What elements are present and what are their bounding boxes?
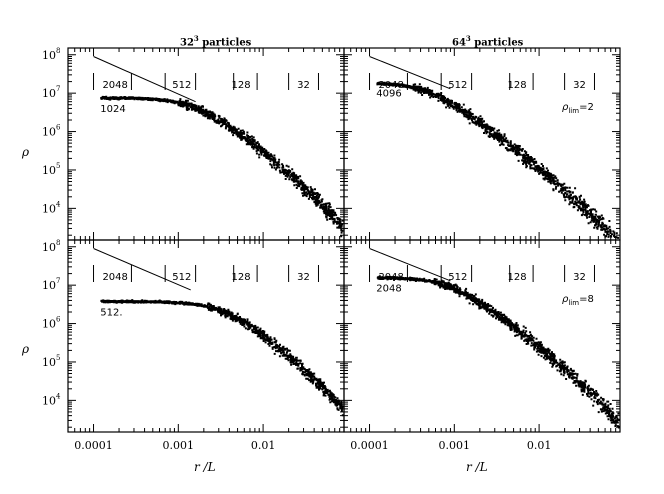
panel-frame xyxy=(67,47,345,241)
power-law-line xyxy=(93,56,196,103)
power-law-line xyxy=(93,248,191,291)
core-label: 2048 xyxy=(376,283,401,294)
y-tick-label: 107 xyxy=(42,277,60,292)
y-tick-label: 108 xyxy=(42,239,60,254)
rho-lim-annotation: ρlim=8 xyxy=(562,294,594,307)
core-label: 512. xyxy=(100,307,122,318)
mass-scale-label: 32 xyxy=(573,80,586,91)
panel-top-left: 2048 512 128 32 1024 108 107 106 105 104 xyxy=(42,47,345,241)
panel-top-right: 2048512128324096ρlim=2 xyxy=(343,47,621,241)
mass-scale-label: 32 xyxy=(297,272,310,283)
mass-scale-label: 128 xyxy=(232,272,251,283)
x-axis-label-left: r /L xyxy=(194,460,216,474)
mass-scale-label: 128 xyxy=(232,80,251,91)
y-tick-label: 105 xyxy=(42,354,60,369)
panel-frame xyxy=(343,239,621,433)
x-tick-label: 0.0001 xyxy=(74,439,113,452)
y-axis-label-bottom: ρ xyxy=(22,342,30,356)
x-tick-label: 0.01 xyxy=(251,439,276,452)
mass-scale-label: 128 xyxy=(508,272,527,283)
y-tick-label: 104 xyxy=(42,392,61,407)
mass-scale-label: 32 xyxy=(297,80,310,91)
mass-scale-label: 32 xyxy=(573,272,586,283)
power-law-line xyxy=(369,56,451,90)
y-tick-label: 105 xyxy=(42,162,60,177)
mass-scale-label: 2048 xyxy=(102,272,127,283)
y-tick-label: 107 xyxy=(42,85,60,100)
x-tick-label: 0.01 xyxy=(527,439,552,452)
y-tick-label: 106 xyxy=(42,124,61,139)
y-tick-label: 104 xyxy=(42,200,61,215)
density-points xyxy=(100,299,344,417)
panel-frame xyxy=(67,239,345,433)
x-axis-label-right: r /L xyxy=(466,460,488,474)
power-law-line xyxy=(369,248,451,282)
title-left: 323 particles xyxy=(180,34,252,49)
mass-scale-label: 128 xyxy=(508,80,527,91)
x-tick-label: 0.0001 xyxy=(350,439,389,452)
y-tick-label: 106 xyxy=(42,316,61,331)
mass-scale-label: 512 xyxy=(172,272,191,283)
core-label: 4096 xyxy=(376,89,401,100)
core-label: 1024 xyxy=(100,104,125,115)
mass-scale-label: 512 xyxy=(448,272,467,283)
y-tick-label: 108 xyxy=(42,47,60,62)
x-tick-label: 0.001 xyxy=(163,439,195,452)
mass-scale-label: 512 xyxy=(448,80,467,91)
density-points xyxy=(100,95,344,238)
panel-bottom-left: 2048 512 128 32 512. 108 107 106 105 104 0.0001 0.0… xyxy=(42,239,345,452)
mass-scale-label: 2048 xyxy=(102,80,127,91)
y-axis-label-top: ρ xyxy=(22,145,30,159)
x-tick-label: 0.001 xyxy=(439,439,471,452)
rho-lim-annotation: ρlim=2 xyxy=(562,102,594,115)
mass-scale-label: 512 xyxy=(172,80,191,91)
title-right: 643 particles xyxy=(452,34,524,49)
